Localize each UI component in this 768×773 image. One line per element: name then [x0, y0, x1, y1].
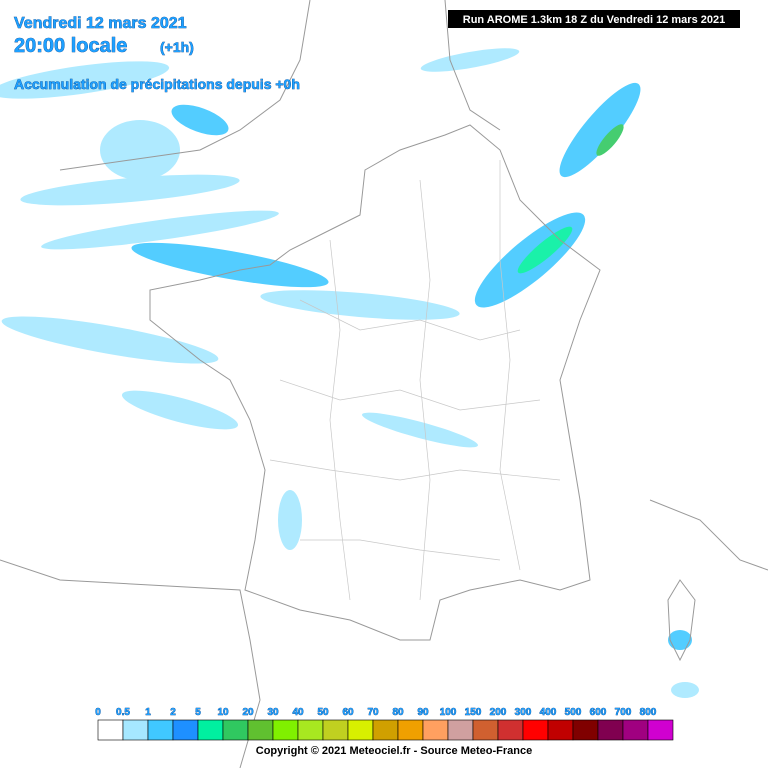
legend-label: 30: [267, 707, 279, 718]
legend-swatch: [547, 719, 574, 741]
legend-swatch: [447, 719, 474, 741]
legend-swatch: [172, 719, 199, 741]
legend-swatch: [497, 719, 524, 741]
legend-swatch: [247, 719, 274, 741]
legend-swatch: [397, 719, 424, 741]
legend-swatch: [197, 719, 224, 741]
legend-label: 10: [217, 707, 229, 718]
legend-swatch: [572, 719, 599, 741]
time: 20:00 locale: [14, 35, 127, 57]
legend-label: 40: [292, 707, 304, 718]
legend-swatch: [322, 719, 349, 741]
legend-swatch: [372, 719, 399, 741]
run-box: [448, 10, 740, 28]
legend-label: 400: [540, 707, 557, 718]
legend-label: 80: [392, 707, 404, 718]
copyright: Copyright © 2021 Meteociel.fr - Source M…: [256, 745, 532, 757]
legend-label: 100: [440, 707, 457, 718]
legend-swatch: [472, 719, 499, 741]
legend-label: 700: [615, 707, 632, 718]
legend-label: 300: [515, 707, 532, 718]
legend-swatch: [647, 719, 674, 741]
legend-label: 0.5: [116, 707, 130, 718]
legend-label: 600: [590, 707, 607, 718]
legend-label: 70: [367, 707, 379, 718]
legend-swatch: [597, 719, 624, 741]
legend: 0 0.5 1 2 5 10 20 30 40 50 60 70 80 90 100 150 200 300 400…: [95, 707, 674, 741]
legend-label: 800: [640, 707, 657, 718]
legend-label: 60: [342, 707, 354, 718]
legend-label: 150: [465, 707, 482, 718]
legend-label: 20: [242, 707, 254, 718]
date: Vendredi 12 mars 2021: [14, 15, 187, 32]
legend-swatch: [522, 719, 549, 741]
legend-label: 500: [565, 707, 582, 718]
legend-label: 90: [417, 707, 429, 718]
legend-swatch: [622, 719, 649, 741]
legend-swatch: [297, 719, 324, 741]
legend-label: 50: [317, 707, 329, 718]
subtitle: Accumulation de précipitations depuis +0…: [14, 76, 300, 92]
legend-swatch: [272, 719, 299, 741]
legend-swatch: [147, 719, 174, 741]
offset: (+1h): [160, 39, 194, 55]
legend-label: 200: [490, 707, 507, 718]
legend-swatch: [97, 719, 124, 741]
legend-swatch: [422, 719, 449, 741]
legend-label: 1: [145, 707, 151, 718]
legend-label: 5: [195, 707, 201, 718]
precipitation: [0, 48, 699, 698]
legend-swatch: [347, 719, 374, 741]
legend-label: 2: [170, 707, 176, 718]
legend-swatch: [222, 719, 249, 741]
legend-swatch: [122, 719, 149, 741]
legend-label: 0: [95, 707, 101, 718]
run-info: Run AROME 1.3km 18 Z du Vendredi 12 mars…: [463, 14, 725, 26]
